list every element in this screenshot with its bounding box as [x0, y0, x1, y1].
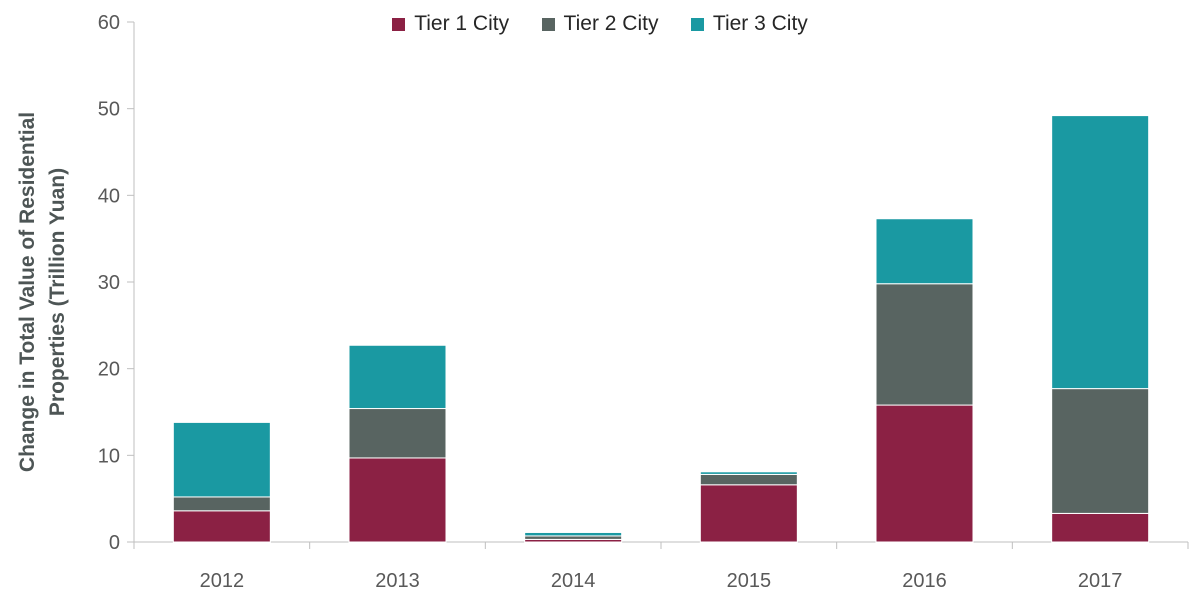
axes	[127, 21, 1189, 549]
legend-label-tier2: Tier 2 City	[563, 12, 659, 35]
bar-2012-tier1	[172, 510, 271, 543]
legend-label-tier1: Tier 1 City	[414, 12, 510, 35]
legend-swatch-tier2	[541, 17, 555, 31]
bar-2013-tier3	[348, 344, 447, 410]
y-axis-label-line: Properties (Trillion Yuan)	[46, 168, 69, 416]
y-tick-label: 50	[98, 99, 120, 121]
bar-2015-tier3	[699, 471, 798, 475]
y-tick-label: 30	[98, 272, 120, 294]
bar-2014-tier2	[524, 535, 623, 540]
legend-swatch-tier1	[392, 17, 406, 31]
y-tick-label: 10	[98, 445, 120, 467]
bar-2016-tier3	[875, 218, 974, 285]
bar-2017-tier1	[1051, 512, 1150, 543]
bars	[172, 115, 1150, 543]
bar-2015-tier1	[699, 484, 798, 543]
bar-2012-tier3	[172, 421, 271, 498]
axis-labels: 0 10 20 30 40 50 60 2012 2013 2014 2015 2016 2017 Cha…	[16, 12, 1122, 592]
bar-2016-tier2	[875, 283, 974, 406]
bar-2016-tier1	[875, 404, 974, 543]
bar-2013-tier1	[348, 457, 447, 543]
legend-label-tier3: Tier 3 City	[712, 12, 808, 35]
bar-2013-tier2	[348, 408, 447, 459]
x-tick-label: 2016	[902, 570, 947, 592]
bar-2012-tier2	[172, 496, 271, 512]
y-axis-label: Change in Total Value of Residential Prop…	[16, 112, 69, 472]
legend-swatch-tier3	[690, 17, 704, 31]
y-tick-label: 60	[98, 12, 120, 34]
bar-2015-tier2	[699, 473, 798, 486]
legend: Tier 1 City Tier 2 City Tier 3 City	[0, 12, 1200, 36]
x-tick-label: 2012	[200, 570, 245, 592]
legend-item-tier3: Tier 3 City	[690, 12, 808, 36]
legend-item-tier2: Tier 2 City	[541, 12, 659, 36]
y-tick-label: 0	[109, 532, 120, 554]
y-tick-label: 40	[98, 185, 120, 207]
x-tick-label: 2017	[1078, 570, 1123, 592]
bar-2017-tier2	[1051, 388, 1150, 514]
legend-item-tier1: Tier 1 City	[392, 12, 509, 36]
x-tick-label: 2013	[375, 570, 420, 592]
y-tick-label: 20	[98, 359, 120, 381]
bar-2014-tier3	[524, 531, 623, 537]
x-tick-label: 2015	[727, 570, 772, 592]
bar-2017-tier3	[1051, 115, 1150, 390]
x-tick-label: 2014	[551, 570, 596, 592]
y-axis-label-line: Change in Total Value of Residential	[16, 112, 39, 472]
